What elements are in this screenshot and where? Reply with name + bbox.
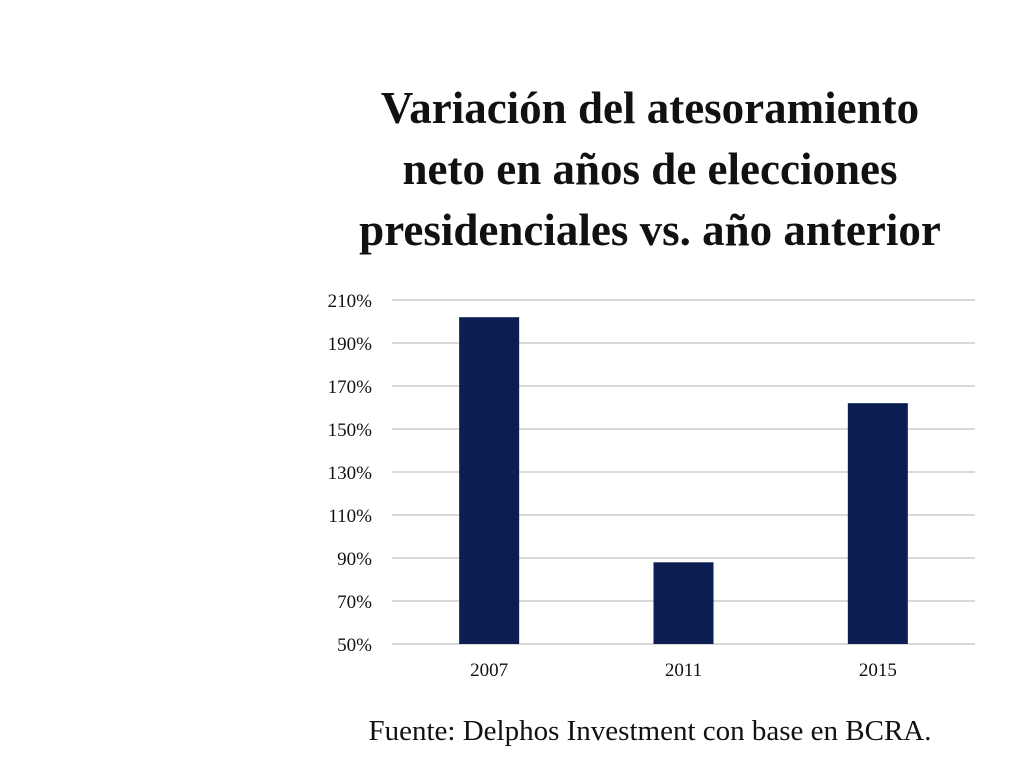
bars: [459, 317, 908, 644]
x-tick-label: 2007: [470, 660, 508, 681]
chart-title-line-3: presidenciales vs. año anterior: [359, 205, 941, 255]
y-tick-label: 50%: [337, 635, 372, 656]
x-axis: 2007 2011 2015: [470, 660, 897, 681]
y-tick-label: 170%: [328, 377, 373, 398]
y-tick-label: 130%: [328, 463, 373, 484]
bar-2011: [653, 562, 714, 644]
chart-title-line-1: Variación del atesoramiento: [380, 83, 920, 133]
chart-title: Variación del atesoramiento neto en años…: [300, 78, 1000, 261]
y-tick-label: 150%: [328, 420, 373, 441]
bar-2007: [459, 317, 520, 644]
x-tick-label: 2015: [859, 660, 897, 681]
bar-2015: [847, 403, 908, 644]
y-tick-label: 70%: [337, 592, 372, 613]
y-tick-label: 210%: [328, 291, 373, 312]
y-tick-label: 190%: [328, 334, 373, 355]
y-tick-label: 110%: [328, 506, 372, 527]
y-tick-label: 90%: [337, 549, 372, 570]
x-tick-label: 2011: [665, 660, 702, 681]
chart-title-line-2: neto en años de elecciones: [402, 144, 898, 194]
y-axis: 210% 190% 170% 150% 130% 110% 90% 70% 50%: [328, 291, 373, 656]
source-note: Fuente: Delphos Investment con base en B…: [368, 715, 932, 747]
